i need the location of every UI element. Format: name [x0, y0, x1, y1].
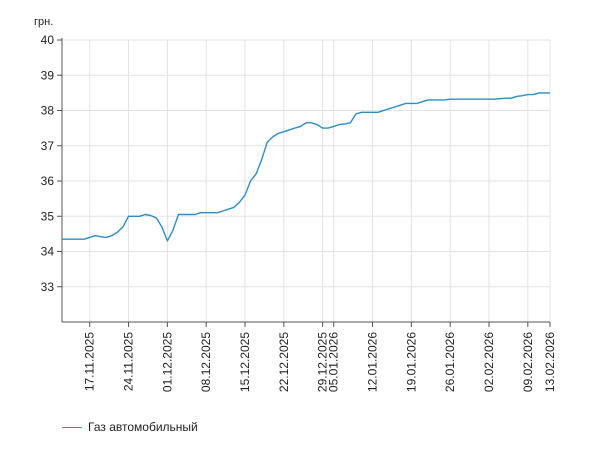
- x-axis-tick-labels: 17.11.2025 24.11.2025 01.12.2025 08.12.2025…: [83, 332, 557, 392]
- x-tick-label: 05.01.2026: [327, 332, 341, 392]
- x-tick-label: 13.02.2026: [543, 332, 557, 392]
- x-tick-label: 08.12.2025: [199, 332, 213, 392]
- x-tick-label: 29.12.2025: [316, 332, 330, 392]
- x-tick-label: 02.02.2026: [482, 332, 496, 392]
- legend-swatch: [62, 426, 82, 428]
- x-tick-label: 26.01.2026: [443, 332, 457, 392]
- x-tick-label: 24.11.2025: [122, 332, 136, 391]
- axes: [57, 38, 551, 327]
- y-unit-label: грн.: [34, 16, 53, 28]
- y-tick-label: 40: [41, 33, 55, 47]
- legend: Газ автомобильный: [62, 420, 198, 434]
- x-tick-label: 15.12.2025: [238, 332, 252, 392]
- y-tick-label: 36: [41, 174, 55, 188]
- y-axis-tick-labels: 33 34 35 36 37 38 39 40: [41, 33, 55, 294]
- y-tick-label: 33: [41, 280, 55, 294]
- x-tick-label: 19.01.2026: [404, 332, 418, 392]
- x-tick-label: 09.02.2026: [521, 332, 535, 392]
- legend-label: Газ автомобильный: [88, 420, 198, 434]
- y-tick-label: 37: [41, 139, 55, 153]
- series-group: [62, 92, 550, 242]
- x-tick-label: 22.12.2025: [277, 332, 291, 392]
- grid-lines: [62, 39, 551, 322]
- x-tick-label: 01.12.2025: [160, 332, 174, 392]
- x-tick-label: 12.01.2026: [366, 332, 380, 392]
- x-tick-label: 17.11.2025: [83, 332, 97, 391]
- series-line-0: [62, 92, 550, 242]
- y-tick-label: 39: [41, 68, 55, 82]
- y-tick-label: 35: [41, 209, 55, 223]
- y-tick-label: 38: [41, 104, 55, 118]
- y-tick-label: 34: [41, 245, 55, 259]
